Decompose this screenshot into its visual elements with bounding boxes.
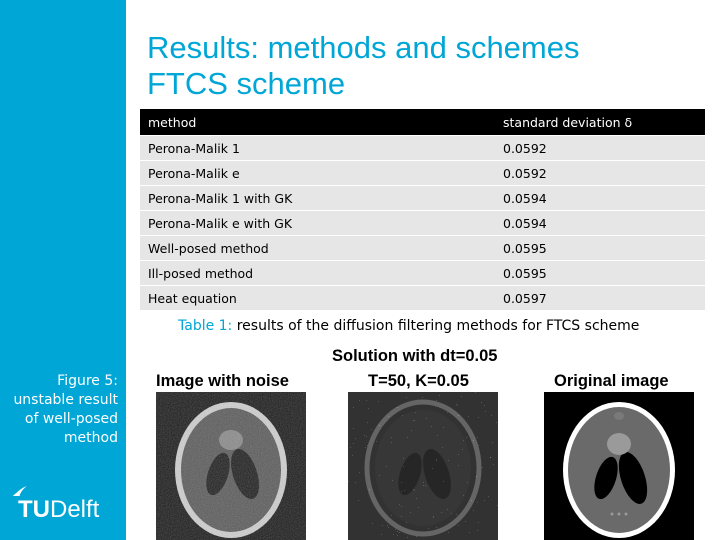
table-row: Perona-Malik e with GK 0.0594	[140, 210, 705, 236]
std-cell: 0.0592	[495, 160, 705, 186]
std-cell: 0.0594	[495, 185, 705, 211]
slide-title-line2: FTCS scheme	[147, 66, 346, 101]
tudelft-flame-icon	[12, 485, 27, 497]
figure-caption-line: Figure 5:	[57, 373, 118, 389]
noisy-image	[156, 392, 306, 540]
std-cell: 0.0592	[495, 135, 705, 161]
slide-title-line1: Results: methods and schemes	[147, 30, 580, 65]
unstable-solution-image	[348, 392, 498, 540]
sidebar	[0, 0, 126, 540]
figure-caption: Figure 5: unstable result of well-posed …	[0, 372, 118, 448]
column-header-method: method	[140, 109, 495, 136]
method-cell: Heat equation	[140, 285, 495, 310]
tudelft-logo: TUDelft	[18, 496, 99, 524]
table-row: Perona-Malik e 0.0592	[140, 160, 705, 186]
method-cell: Perona-Malik e with GK	[140, 210, 495, 236]
logo-rest: Delft	[50, 496, 100, 523]
method-cell: Well-posed method	[140, 235, 495, 261]
results-table: method standard deviation δ Perona-Malik…	[140, 109, 705, 310]
method-cell: Ill-posed method	[140, 260, 495, 286]
table-header-row: method standard deviation δ	[140, 109, 705, 136]
table-row: Perona-Malik 1 with GK 0.0594	[140, 185, 705, 211]
method-cell: Perona-Malik 1	[140, 135, 495, 161]
table-row: Perona-Malik 1 0.0592	[140, 135, 705, 161]
std-cell: 0.0595	[495, 235, 705, 261]
slide-title: Results: methods and schemes FTCS scheme	[147, 30, 580, 102]
figure-caption-line: of well-posed	[24, 411, 118, 427]
original-image	[544, 392, 694, 540]
table-row: Heat equation 0.0597	[140, 285, 705, 310]
std-cell: 0.0594	[495, 210, 705, 236]
std-cell: 0.0595	[495, 260, 705, 286]
figure-title: Solution with dt=0.05	[332, 347, 498, 365]
method-cell: Perona-Malik e	[140, 160, 495, 186]
table-caption: Table 1: results of the diffusion filter…	[178, 318, 639, 334]
figure-caption-line: unstable result	[13, 392, 118, 408]
table-row: Well-posed method 0.0595	[140, 235, 705, 261]
panel-title-noise: Image with noise	[156, 372, 289, 390]
panel-title-solution: T=50, K=0.05	[368, 372, 469, 390]
panel-title-original: Original image	[554, 372, 669, 390]
std-cell: 0.0597	[495, 285, 705, 310]
column-header-std: standard deviation δ	[495, 109, 705, 136]
table-caption-text: results of the diffusion filtering metho…	[232, 318, 640, 334]
figure-caption-line: method	[63, 430, 118, 446]
method-cell: Perona-Malik 1 with GK	[140, 185, 495, 211]
table-row: Ill-posed method 0.0595	[140, 260, 705, 286]
logo-bold: TU	[18, 496, 50, 523]
table-caption-label: Table 1:	[178, 318, 233, 334]
